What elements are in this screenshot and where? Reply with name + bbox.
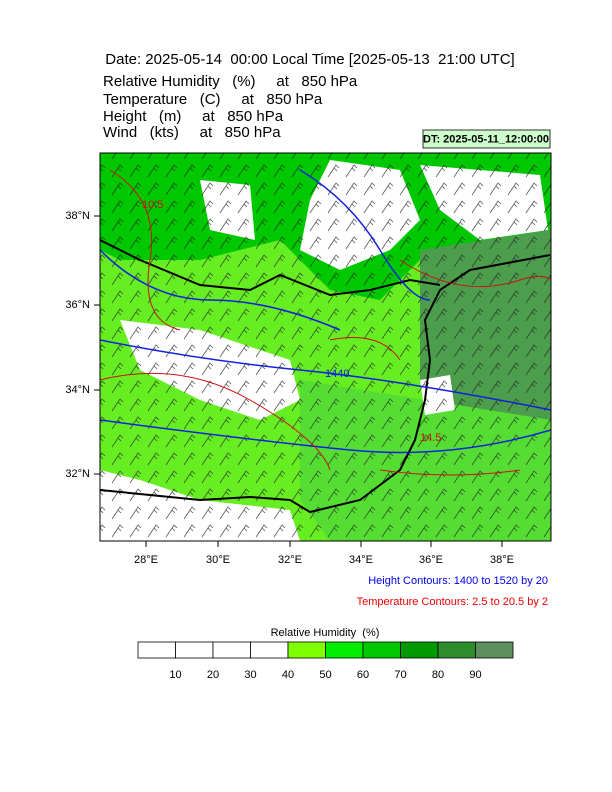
map: 1440 14.5 10.5 xyxy=(100,153,551,541)
colorbar-box xyxy=(212,641,251,659)
colorbar-label: 20 xyxy=(207,669,219,681)
colorbar-box xyxy=(137,641,176,659)
colorbar-box xyxy=(325,641,364,659)
colorbar-label: 30 xyxy=(244,669,256,681)
map-frame xyxy=(99,152,552,542)
colorbar-box xyxy=(475,641,514,659)
lon-label: 34°E xyxy=(349,554,373,566)
colorbar-label: 80 xyxy=(432,669,444,681)
dt-label: DT: 2025-05-11_12:00:00 xyxy=(423,133,549,145)
lon-label: 36°E xyxy=(419,554,443,566)
field-line: Height (m) at 850 hPa xyxy=(103,108,284,125)
colorbar-title: Relative Humidity (%) xyxy=(271,627,380,639)
lon-label: 28°E xyxy=(134,554,158,566)
colorbar-label: 50 xyxy=(319,669,331,681)
title: Date: 2025-05-14 00:00 Local Time [2025-… xyxy=(105,51,514,68)
colorbar-box xyxy=(287,641,326,659)
field-line: Wind (kts) at 850 hPa xyxy=(103,124,281,141)
lat-label: 38°N xyxy=(65,210,90,222)
contour-label: 14.5 xyxy=(420,432,441,444)
contour-label: 10.5 xyxy=(142,199,163,211)
lat-label: 36°N xyxy=(65,299,90,311)
colorbar-label: 90 xyxy=(469,669,481,681)
lon-label: 38°E xyxy=(490,554,514,566)
lon-label: 30°E xyxy=(206,554,230,566)
colorbar-box xyxy=(400,641,439,659)
colorbar-box xyxy=(250,641,289,659)
colorbar-box xyxy=(362,641,401,659)
field-line: Temperature (C) at 850 hPa xyxy=(103,91,323,108)
lon-label: 32°E xyxy=(278,554,302,566)
colorbar-box xyxy=(175,641,214,659)
colorbar-label: 10 xyxy=(169,669,181,681)
colorbar-label: 70 xyxy=(394,669,406,681)
colorbar-label: 40 xyxy=(282,669,294,681)
temperature-note: Temperature Contours: 2.5 to 20.5 by 2 xyxy=(357,596,548,608)
lat-label: 32°N xyxy=(65,468,90,480)
colorbar-label: 60 xyxy=(357,669,369,681)
height-note: Height Contours: 1400 to 1520 by 20 xyxy=(368,575,548,587)
dt-box xyxy=(422,129,551,149)
contour-label: 1440 xyxy=(325,368,349,380)
field-line: Relative Humidity (%) at 850 hPa xyxy=(103,73,358,90)
lat-label: 34°N xyxy=(65,384,90,396)
colorbar-box xyxy=(437,641,476,659)
